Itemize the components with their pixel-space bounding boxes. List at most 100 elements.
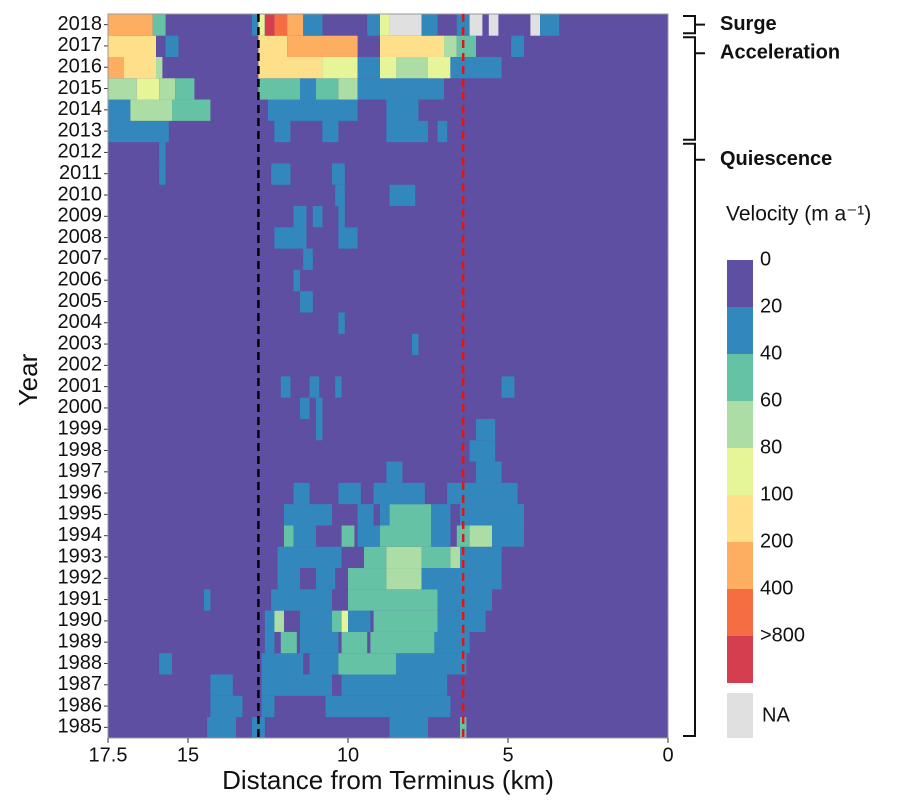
y-tick-label: 2002 [58, 354, 103, 376]
heat-cell [421, 567, 502, 590]
heat-cell [386, 546, 422, 569]
heat-cell [437, 588, 492, 611]
heat-cell [159, 141, 166, 164]
heat-cell [338, 312, 345, 334]
heat-cell [447, 482, 518, 505]
heat-cell [274, 226, 307, 249]
y-tick-label: 1995 [58, 503, 103, 525]
x-tick-label: 10 [337, 744, 359, 766]
heat-cell [172, 99, 211, 121]
heat-cell [389, 503, 432, 526]
legend-swatch-na [727, 693, 753, 738]
legend-swatch [727, 636, 753, 683]
heat-cell [488, 14, 499, 36]
heat-cell [460, 716, 467, 739]
heat-cell [348, 588, 438, 611]
heat-cell [258, 77, 300, 100]
heat-cell [287, 14, 304, 36]
heat-cell [469, 439, 496, 462]
heat-cell [284, 503, 332, 526]
heat-cell [501, 376, 515, 398]
heat-cell [261, 674, 332, 696]
plot-border [107, 13, 669, 739]
y-tick-label: 1989 [58, 630, 103, 652]
heat-cell [386, 567, 422, 590]
heat-cell [175, 77, 195, 100]
heat-cell [460, 546, 502, 569]
heat-cell [300, 610, 332, 632]
y-tick-label: 1987 [58, 673, 103, 695]
legend-label: 200 [760, 530, 793, 552]
heat-cell [456, 14, 473, 36]
y-tick-label: 1988 [58, 652, 103, 674]
heat-cell [252, 716, 265, 739]
heat-cell [338, 205, 345, 228]
heat-cell [341, 610, 348, 632]
heat-cell [136, 77, 160, 100]
heat-cell [293, 525, 316, 547]
heat-cell [293, 269, 300, 292]
legend-label: 0 [760, 248, 771, 270]
heat-cell [280, 376, 291, 398]
heat-cell [252, 14, 259, 36]
heat-cell [108, 397, 668, 419]
heat-cell [108, 418, 668, 441]
y-tick-label: 1991 [58, 588, 103, 610]
heat-cell [300, 290, 313, 313]
heat-cell [277, 567, 300, 590]
heat-cell [412, 333, 419, 356]
heat-cell [108, 333, 668, 356]
heat-cell [367, 14, 380, 36]
heat-cell [258, 35, 288, 57]
y-tick-label: 2001 [58, 375, 103, 397]
y-tick-label: 1999 [58, 418, 103, 440]
heat-cell [108, 120, 169, 143]
heat-cell [156, 56, 163, 79]
legend-swatch [727, 354, 753, 401]
heat-cell [380, 56, 396, 79]
heat-cell [165, 35, 179, 57]
heat-cell [380, 503, 390, 526]
y-tick-label: 1993 [58, 545, 103, 567]
legend-title: Velocity (m a⁻¹) [726, 203, 871, 226]
heat-cell [152, 14, 166, 36]
legend-label: 80 [760, 436, 782, 458]
y-tick-label: 1992 [58, 567, 103, 589]
heat-cell [268, 99, 358, 121]
heat-cell [108, 35, 156, 57]
heat-cell [380, 35, 444, 57]
heat-cell [108, 99, 131, 121]
legend-swatch [727, 260, 753, 307]
y-tick-label: 2010 [58, 183, 103, 205]
heat-cell [108, 269, 668, 292]
heat-cell [357, 56, 380, 79]
heat-cell [258, 56, 323, 79]
y-tick-label: 2013 [58, 119, 103, 141]
heat-cell [159, 652, 172, 675]
y-tick-label: 2000 [58, 396, 103, 418]
heat-cell [207, 716, 236, 739]
heat-cell [309, 376, 320, 398]
heat-cell [348, 610, 371, 632]
heat-cell [108, 141, 668, 164]
heat-cell [357, 77, 444, 100]
heat-cell [431, 503, 451, 526]
legend-swatch [727, 495, 753, 542]
heat-cell [287, 35, 358, 57]
heat-cell [108, 290, 668, 313]
heat-cell [108, 56, 124, 79]
y-tick-label: 2015 [58, 77, 103, 99]
legend-label: >800 [760, 624, 805, 646]
heat-cell [431, 525, 451, 547]
y-tick-label: 2014 [58, 98, 103, 120]
heat-cell [274, 610, 284, 632]
y-tick-label: 1997 [58, 460, 103, 482]
heat-cell [341, 674, 448, 696]
heat-cell [373, 610, 438, 632]
heat-cell [511, 35, 524, 57]
heat-cell [124, 56, 156, 79]
phase-label: Surge [720, 13, 777, 35]
heat-cell [258, 14, 265, 36]
heat-cell [108, 226, 668, 249]
x-tick-label: 17.5 [89, 744, 128, 766]
